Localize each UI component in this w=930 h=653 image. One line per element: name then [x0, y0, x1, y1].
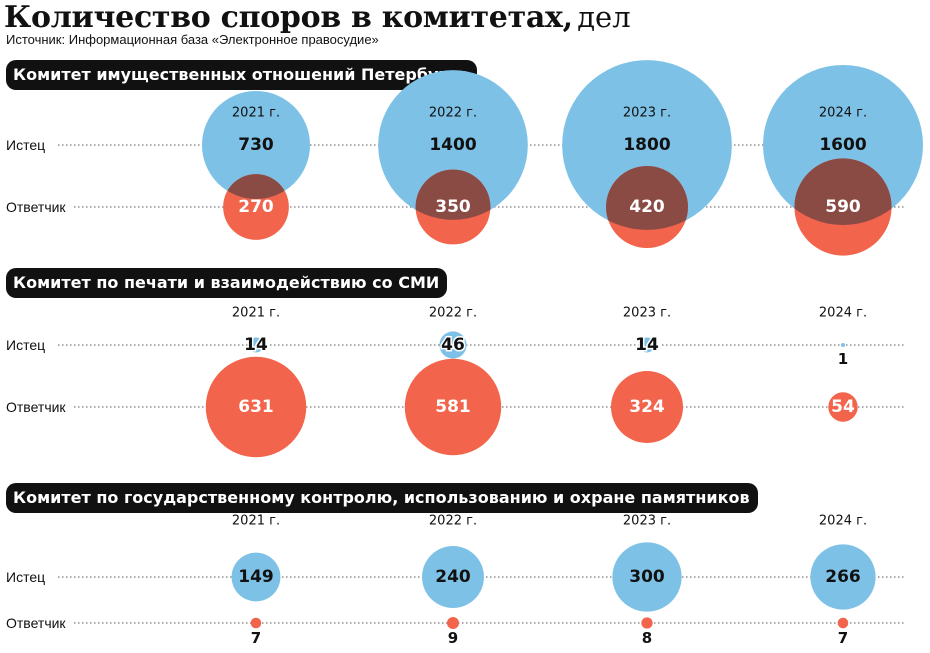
row-label-plaintiff: Истец: [6, 569, 45, 585]
bubble-group: [810, 544, 876, 629]
year-label: 2023 г.: [623, 514, 671, 529]
year-label: 2024 г.: [819, 514, 867, 529]
panel-3: Истец Ответчик: [6, 542, 905, 631]
year-label: 2024 г.: [819, 106, 867, 121]
panel-title-press: Комитет по печати и взаимодействию со СМ…: [6, 268, 448, 298]
year-label: 2022 г.: [429, 306, 477, 321]
bubble-group: [201, 90, 311, 240]
row-label-plaintiff: Истец: [6, 137, 45, 153]
value-label-defendant: 350: [435, 197, 471, 217]
title-unit: дел: [577, 0, 631, 34]
value-label-plaintiff: 300: [629, 567, 665, 587]
panel-title-property: Комитет имущественных отношений Петербур…: [6, 60, 478, 90]
bubble-group: [205, 337, 307, 458]
bubble-group: [612, 542, 682, 629]
title-main: Количество споров в комитетах,: [4, 0, 573, 35]
bubble-defendant: [205, 356, 307, 458]
year-label: 2022 г.: [429, 514, 477, 529]
bubble-plaintiff: [841, 343, 845, 347]
bubble-group: [404, 331, 502, 456]
bubble-overlap: [794, 158, 892, 225]
value-label-defendant: 581: [435, 397, 471, 417]
bubble-defendant: [250, 617, 262, 629]
bubble-group: [828, 343, 858, 422]
value-label-defendant: 590: [825, 197, 861, 217]
bubble-plaintiff: [422, 546, 484, 608]
bubble-defendant: [828, 392, 858, 422]
row-label-defendant: Ответчик: [6, 399, 66, 415]
year-label: 2021 г.: [232, 306, 280, 321]
bubble-defendant: [447, 617, 459, 629]
bubble-plaintiff: [248, 337, 264, 353]
value-label-defendant: 324: [629, 397, 665, 417]
value-label-defendant: 420: [629, 197, 665, 217]
year-label: 2021 г.: [232, 514, 280, 529]
bubble-defendant: [641, 617, 653, 629]
panel-2: Истец Ответчик: [6, 331, 905, 458]
value-label-plaintiff: 1600: [819, 135, 866, 155]
bubble-plaintiff: [612, 542, 682, 612]
value-label-defendant: 54: [831, 397, 855, 417]
bubble-plaintiff: [231, 552, 281, 602]
bubble-group: [422, 546, 484, 629]
value-label-defendant: 631: [238, 397, 274, 417]
bubble-plaintiff: [201, 90, 311, 200]
bubble-plaintiff: [639, 337, 655, 353]
year-label: 2021 г.: [232, 106, 280, 121]
bubble-group: [562, 60, 732, 248]
year-label: 2022 г.: [429, 106, 477, 121]
bubble-group: [378, 70, 528, 245]
row-label-defendant: Ответчик: [6, 615, 66, 631]
value-label-plaintiff: 240: [435, 567, 471, 587]
bubble-overlap: [415, 169, 491, 220]
year-label: 2023 г.: [623, 306, 671, 321]
panel-title-monuments: Комитет по государственному контролю, ис…: [6, 483, 758, 513]
value-label-plaintiff: 14: [244, 335, 268, 355]
source-note: Источник: Информационная база «Электронн…: [6, 32, 379, 47]
value-label-defendant: 8: [642, 629, 652, 647]
row-label-defendant: Ответчик: [6, 199, 66, 215]
value-label-plaintiff: 1: [838, 350, 848, 368]
panel-1: Истец Ответчик: [6, 60, 923, 256]
bubble-plaintiff: [810, 544, 876, 610]
year-label: 2023 г.: [623, 106, 671, 121]
value-label-plaintiff: 730: [238, 135, 274, 155]
value-label-defendant: 7: [251, 629, 261, 647]
bubble-plaintiff: [562, 60, 732, 230]
value-label-plaintiff: 1800: [623, 135, 670, 155]
row-label-plaintiff: Истец: [6, 337, 45, 353]
year-label: 2024 г.: [819, 306, 867, 321]
value-label-defendant: 270: [238, 197, 274, 217]
value-label-defendant: 7: [838, 629, 848, 647]
value-label-plaintiff: 266: [825, 567, 861, 587]
bubble-group: [763, 65, 923, 256]
value-label-plaintiff: 14: [635, 335, 659, 355]
value-label-defendant: 9: [448, 629, 458, 647]
bubble-group: [231, 552, 281, 629]
chart-title: Количество споров в комитетах, дел: [4, 0, 631, 35]
value-label-plaintiff: 149: [238, 567, 274, 587]
bubble-plaintiff: [378, 70, 528, 220]
value-label-plaintiff: 46: [441, 335, 465, 355]
bubble-overlap: [223, 174, 289, 200]
value-label-plaintiff: 1400: [429, 135, 476, 155]
bubble-group: [611, 337, 683, 443]
bubble-defendant: [611, 371, 683, 443]
bubble-defendant: [404, 358, 502, 456]
bubble-defendant: [837, 617, 849, 629]
bubble-plaintiff: [439, 331, 467, 359]
